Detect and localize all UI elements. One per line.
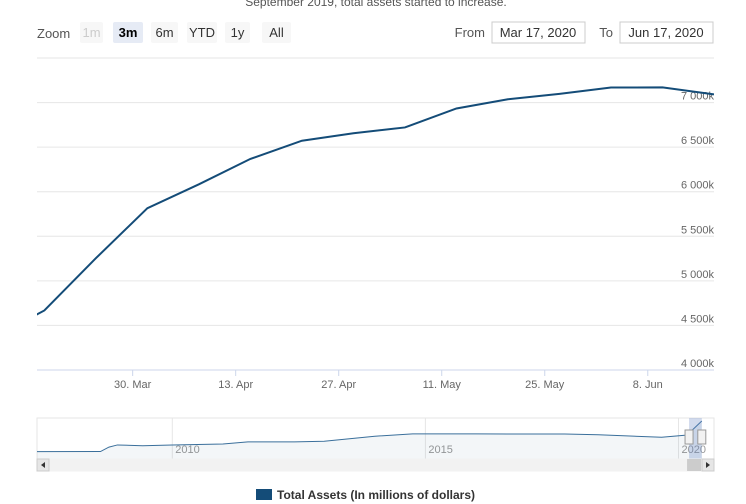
y-tick-label: 5 500k (681, 224, 715, 236)
to-input[interactable] (619, 21, 714, 44)
scrollbar-thumb[interactable] (687, 459, 702, 471)
navigator: 2010 2015 2020 (36, 417, 715, 472)
x-tick-label: 11. May (423, 379, 462, 391)
navigator-handle[interactable] (697, 429, 707, 445)
from-value[interactable]: Mar 17, 2020 (500, 25, 577, 40)
legend: Total Assets (In millions of dollars) (256, 488, 475, 502)
legend-symbol[interactable] (256, 489, 272, 500)
y-tick-label: 4 000k (681, 358, 715, 370)
button-bg[interactable] (187, 22, 217, 43)
zoom-button[interactable]: 6m (151, 22, 178, 43)
button-label[interactable]: 1y (231, 25, 245, 40)
series-line (37, 86, 714, 316)
button-label[interactable]: 3m (119, 25, 138, 40)
y-tick-label: 5 000k (681, 269, 715, 281)
button-label[interactable]: All (269, 25, 284, 40)
navigator-handle[interactable] (684, 429, 694, 445)
zoom-button[interactable]: 3m (113, 22, 143, 43)
button-bg[interactable] (80, 22, 103, 43)
scrollbar-track[interactable] (48, 458, 703, 472)
navigator-tick-label: 2020 (682, 444, 706, 456)
navigator-tick-label: 2015 (428, 444, 452, 456)
x-tick-label: 13. Apr (218, 379, 253, 391)
button-bg[interactable] (151, 22, 178, 43)
y-tick-label: 6 000k (681, 180, 715, 192)
arrow-left (41, 462, 45, 468)
x-tick-label: 25. May (525, 379, 565, 391)
from-input[interactable] (491, 21, 586, 44)
button-bg[interactable] (113, 22, 143, 43)
to-value[interactable]: Jun 17, 2020 (628, 25, 703, 40)
zoom-button[interactable]: 1m (80, 22, 103, 43)
button-bg[interactable] (225, 22, 250, 43)
navigator-mask[interactable] (689, 418, 702, 459)
to-label: To (599, 25, 613, 40)
y-tick-label: 4 500k (681, 313, 715, 325)
button-bg[interactable] (262, 22, 291, 43)
x-tick-label: 8. Jun (633, 379, 663, 391)
zoom-button[interactable]: All (262, 22, 291, 43)
x-tick-label: 27. Apr (321, 379, 356, 391)
legend-label[interactable]: Total Assets (In millions of dollars) (277, 488, 475, 502)
zoom-button[interactable]: 1y (225, 22, 250, 43)
range-selector: Zoom 1m 3m 6m YTD 1y All From Mar 17, 2020 To Jun … (37, 21, 714, 44)
x-tick-label: 30. Mar (114, 379, 152, 391)
from-label: From (455, 25, 485, 40)
chart-subtitle: September 2019, total assets started to … (245, 0, 506, 9)
button-label[interactable]: 1m (82, 25, 100, 40)
navigator-bg (36, 417, 715, 460)
y-tick-label: 6 500k (681, 135, 715, 147)
arrow-right (706, 462, 710, 468)
navigator-area (37, 421, 702, 459)
button-label[interactable]: 6m (155, 25, 173, 40)
navigator-tick-label: 2010 (175, 444, 199, 456)
zoom-label: Zoom (37, 26, 70, 41)
navigator-line (36, 420, 703, 453)
zoom-button[interactable]: YTD (187, 22, 217, 43)
button-label[interactable]: YTD (189, 25, 215, 40)
